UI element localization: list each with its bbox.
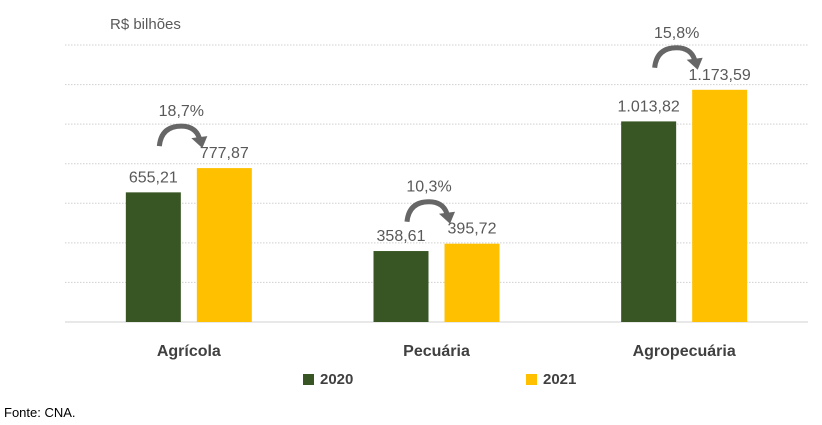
growth-arrow-icon bbox=[652, 45, 698, 69]
data-label: 395,72 bbox=[448, 221, 497, 238]
growth-arrow-icon bbox=[156, 123, 202, 147]
legend-item-2021: 2021 bbox=[526, 371, 576, 388]
legend-label-2020: 2020 bbox=[320, 371, 354, 388]
legend-item-2020: 2020 bbox=[303, 371, 353, 388]
bar-2021 bbox=[196, 168, 252, 322]
growth-label: 10,3% bbox=[406, 179, 451, 196]
legend-swatch-2021 bbox=[526, 374, 537, 385]
legend-swatch-2020 bbox=[303, 374, 314, 385]
bar-2020 bbox=[373, 251, 429, 322]
category-label: Agropecuária bbox=[633, 343, 736, 360]
data-label: 1.013,82 bbox=[618, 98, 680, 115]
category-label: Pecuária bbox=[403, 343, 470, 360]
source-note: Fonte: CNA. bbox=[4, 405, 76, 420]
growth-arrow-icon bbox=[404, 199, 450, 223]
growth-arrowhead-icon bbox=[191, 136, 208, 149]
bar-2020 bbox=[125, 192, 181, 322]
bar-2021 bbox=[692, 89, 748, 322]
growth-label: 15,8% bbox=[654, 25, 699, 42]
growth-arrowhead-icon bbox=[439, 211, 455, 224]
data-label: 655,21 bbox=[129, 169, 178, 186]
bar-2020 bbox=[621, 121, 677, 322]
y-axis-unit-label: R$ bilhões bbox=[110, 16, 181, 33]
category-label: Agrícola bbox=[157, 343, 221, 360]
data-label: 1.173,59 bbox=[689, 67, 751, 84]
legend-label-2021: 2021 bbox=[543, 371, 577, 388]
growth-arrowhead-icon bbox=[686, 57, 703, 70]
data-label: 777,87 bbox=[200, 145, 249, 162]
growth-label: 18,7% bbox=[159, 103, 204, 120]
data-label: 358,61 bbox=[377, 228, 426, 245]
bar-2021 bbox=[444, 243, 500, 322]
